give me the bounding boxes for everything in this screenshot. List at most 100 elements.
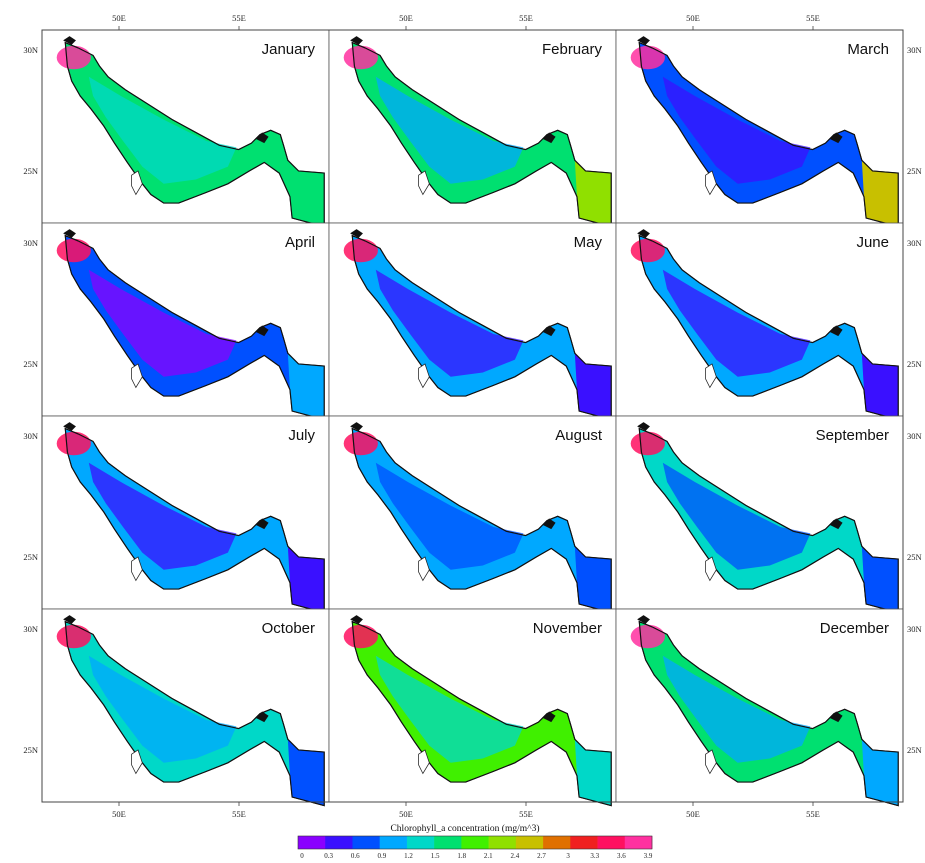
central-water-patch bbox=[662, 462, 811, 570]
panel-title: June bbox=[856, 234, 889, 251]
gulf-of-oman-region bbox=[287, 546, 325, 613]
gulf-map bbox=[630, 36, 899, 228]
colorbar-tick-label: 1.5 bbox=[431, 852, 440, 860]
colorbar-cell bbox=[461, 836, 489, 849]
peninsula-island bbox=[131, 363, 143, 389]
colorbar-cell bbox=[624, 836, 653, 849]
peninsula-island bbox=[131, 170, 143, 196]
lat-tick-label: 25N bbox=[23, 359, 38, 369]
lon-tick-label: 50E bbox=[399, 13, 413, 23]
peninsula-island bbox=[418, 170, 430, 196]
colorbar-tick-label: 2.4 bbox=[511, 852, 520, 860]
lat-tick-label-right: 25N bbox=[907, 552, 922, 562]
panel-title: October bbox=[262, 620, 315, 637]
colorbar-border bbox=[297, 835, 653, 850]
lon-tick-label: 50E bbox=[112, 809, 126, 819]
colorbar-tick-label: 3.9 bbox=[644, 852, 653, 860]
colorbar-tick-label: 3 bbox=[566, 852, 570, 860]
peninsula-island bbox=[705, 363, 717, 389]
lon-tick-label: 55E bbox=[519, 809, 533, 819]
central-water-patch bbox=[375, 462, 524, 570]
central-water-patch bbox=[662, 76, 811, 184]
lat-tick-label-right: 25N bbox=[907, 359, 922, 369]
lat-tick-label: 30N bbox=[23, 624, 38, 634]
lat-tick-label: 30N bbox=[23, 45, 38, 55]
gulf-map bbox=[56, 615, 325, 807]
central-water-patch bbox=[662, 269, 811, 377]
map-panel-october: October bbox=[41, 608, 330, 807]
delta-mark bbox=[350, 615, 363, 624]
peninsula-island bbox=[131, 749, 143, 775]
panel-title: March bbox=[847, 41, 889, 58]
delta-mark bbox=[637, 615, 650, 624]
figure-frame bbox=[41, 29, 904, 803]
colorbar-cells bbox=[297, 835, 653, 850]
map-panel-november: November bbox=[328, 608, 617, 807]
central-water-patch bbox=[88, 269, 237, 377]
colorbar-tick-label: 1.2 bbox=[404, 852, 413, 860]
gulf-of-oman-region bbox=[287, 353, 325, 420]
lon-tick-label: 55E bbox=[806, 13, 820, 23]
gulf-of-oman-region bbox=[287, 739, 325, 806]
map-panels-grid: January February March April May June July Augu… bbox=[41, 29, 904, 807]
gulf-map bbox=[343, 615, 612, 807]
strait-mark bbox=[542, 711, 556, 723]
lon-tick-label: 50E bbox=[399, 809, 413, 819]
gulf-of-oman-region bbox=[574, 353, 612, 420]
panel-title: January bbox=[262, 41, 316, 58]
delta-mark bbox=[350, 422, 363, 431]
coastline bbox=[638, 620, 899, 807]
strait-mark bbox=[255, 518, 269, 530]
panel-title: May bbox=[574, 234, 603, 251]
colorbar-cell bbox=[543, 836, 571, 849]
lat-tick-label: 25N bbox=[23, 745, 38, 755]
map-panel-july: July bbox=[41, 415, 330, 614]
lon-tick-label: 50E bbox=[686, 809, 700, 819]
central-water-patch bbox=[375, 269, 524, 377]
gulf-map bbox=[630, 615, 899, 807]
delta-mark bbox=[63, 229, 76, 238]
strait-mark bbox=[255, 325, 269, 337]
central-water-patch bbox=[375, 76, 524, 184]
colorbar-cell bbox=[434, 836, 462, 849]
strait-mark bbox=[829, 132, 843, 144]
lat-tick-label: 25N bbox=[23, 552, 38, 562]
lat-tick-label-right: 25N bbox=[907, 745, 922, 755]
colorbar-tick-label: 0.3 bbox=[324, 852, 333, 860]
colorbar-tick-label: 1.8 bbox=[457, 852, 466, 860]
panel-title: February bbox=[542, 41, 603, 58]
peninsula-island bbox=[418, 749, 430, 775]
lat-tick-label-right: 30N bbox=[907, 431, 922, 441]
gulf-of-oman-region bbox=[574, 160, 612, 227]
colorbar-cell bbox=[406, 836, 435, 849]
northern-hotspot bbox=[343, 431, 378, 456]
colorbar-cell bbox=[325, 836, 353, 849]
delta-mark bbox=[63, 615, 76, 624]
peninsula-island bbox=[705, 749, 717, 775]
northern-hotspot bbox=[630, 238, 665, 263]
northern-hotspot bbox=[343, 624, 378, 649]
lon-tick-label: 55E bbox=[806, 809, 820, 819]
central-water-patch bbox=[662, 655, 811, 763]
gulf-of-oman-region bbox=[287, 160, 325, 227]
northern-hotspot bbox=[56, 624, 91, 649]
gulf-of-oman-region bbox=[861, 353, 899, 420]
map-panel-april: April bbox=[41, 222, 330, 421]
colorbar-tick-label: 2.1 bbox=[484, 852, 493, 860]
delta-mark bbox=[637, 422, 650, 431]
central-water-patch bbox=[375, 655, 524, 763]
colorbar-tick-label: 3.6 bbox=[617, 852, 626, 860]
lat-tick-label-right: 30N bbox=[907, 238, 922, 248]
strait-mark bbox=[542, 132, 556, 144]
northern-hotspot bbox=[343, 238, 378, 263]
map-panel-june: June bbox=[615, 222, 904, 421]
gulf-of-oman-region bbox=[574, 739, 612, 806]
map-panel-january: January bbox=[41, 29, 330, 228]
gulf-map bbox=[343, 229, 612, 421]
gulf-of-oman-region bbox=[861, 546, 899, 613]
colorbar-cell bbox=[298, 836, 326, 849]
panel-title: November bbox=[533, 620, 602, 637]
gulf-map bbox=[343, 422, 612, 614]
peninsula-island bbox=[418, 556, 430, 582]
